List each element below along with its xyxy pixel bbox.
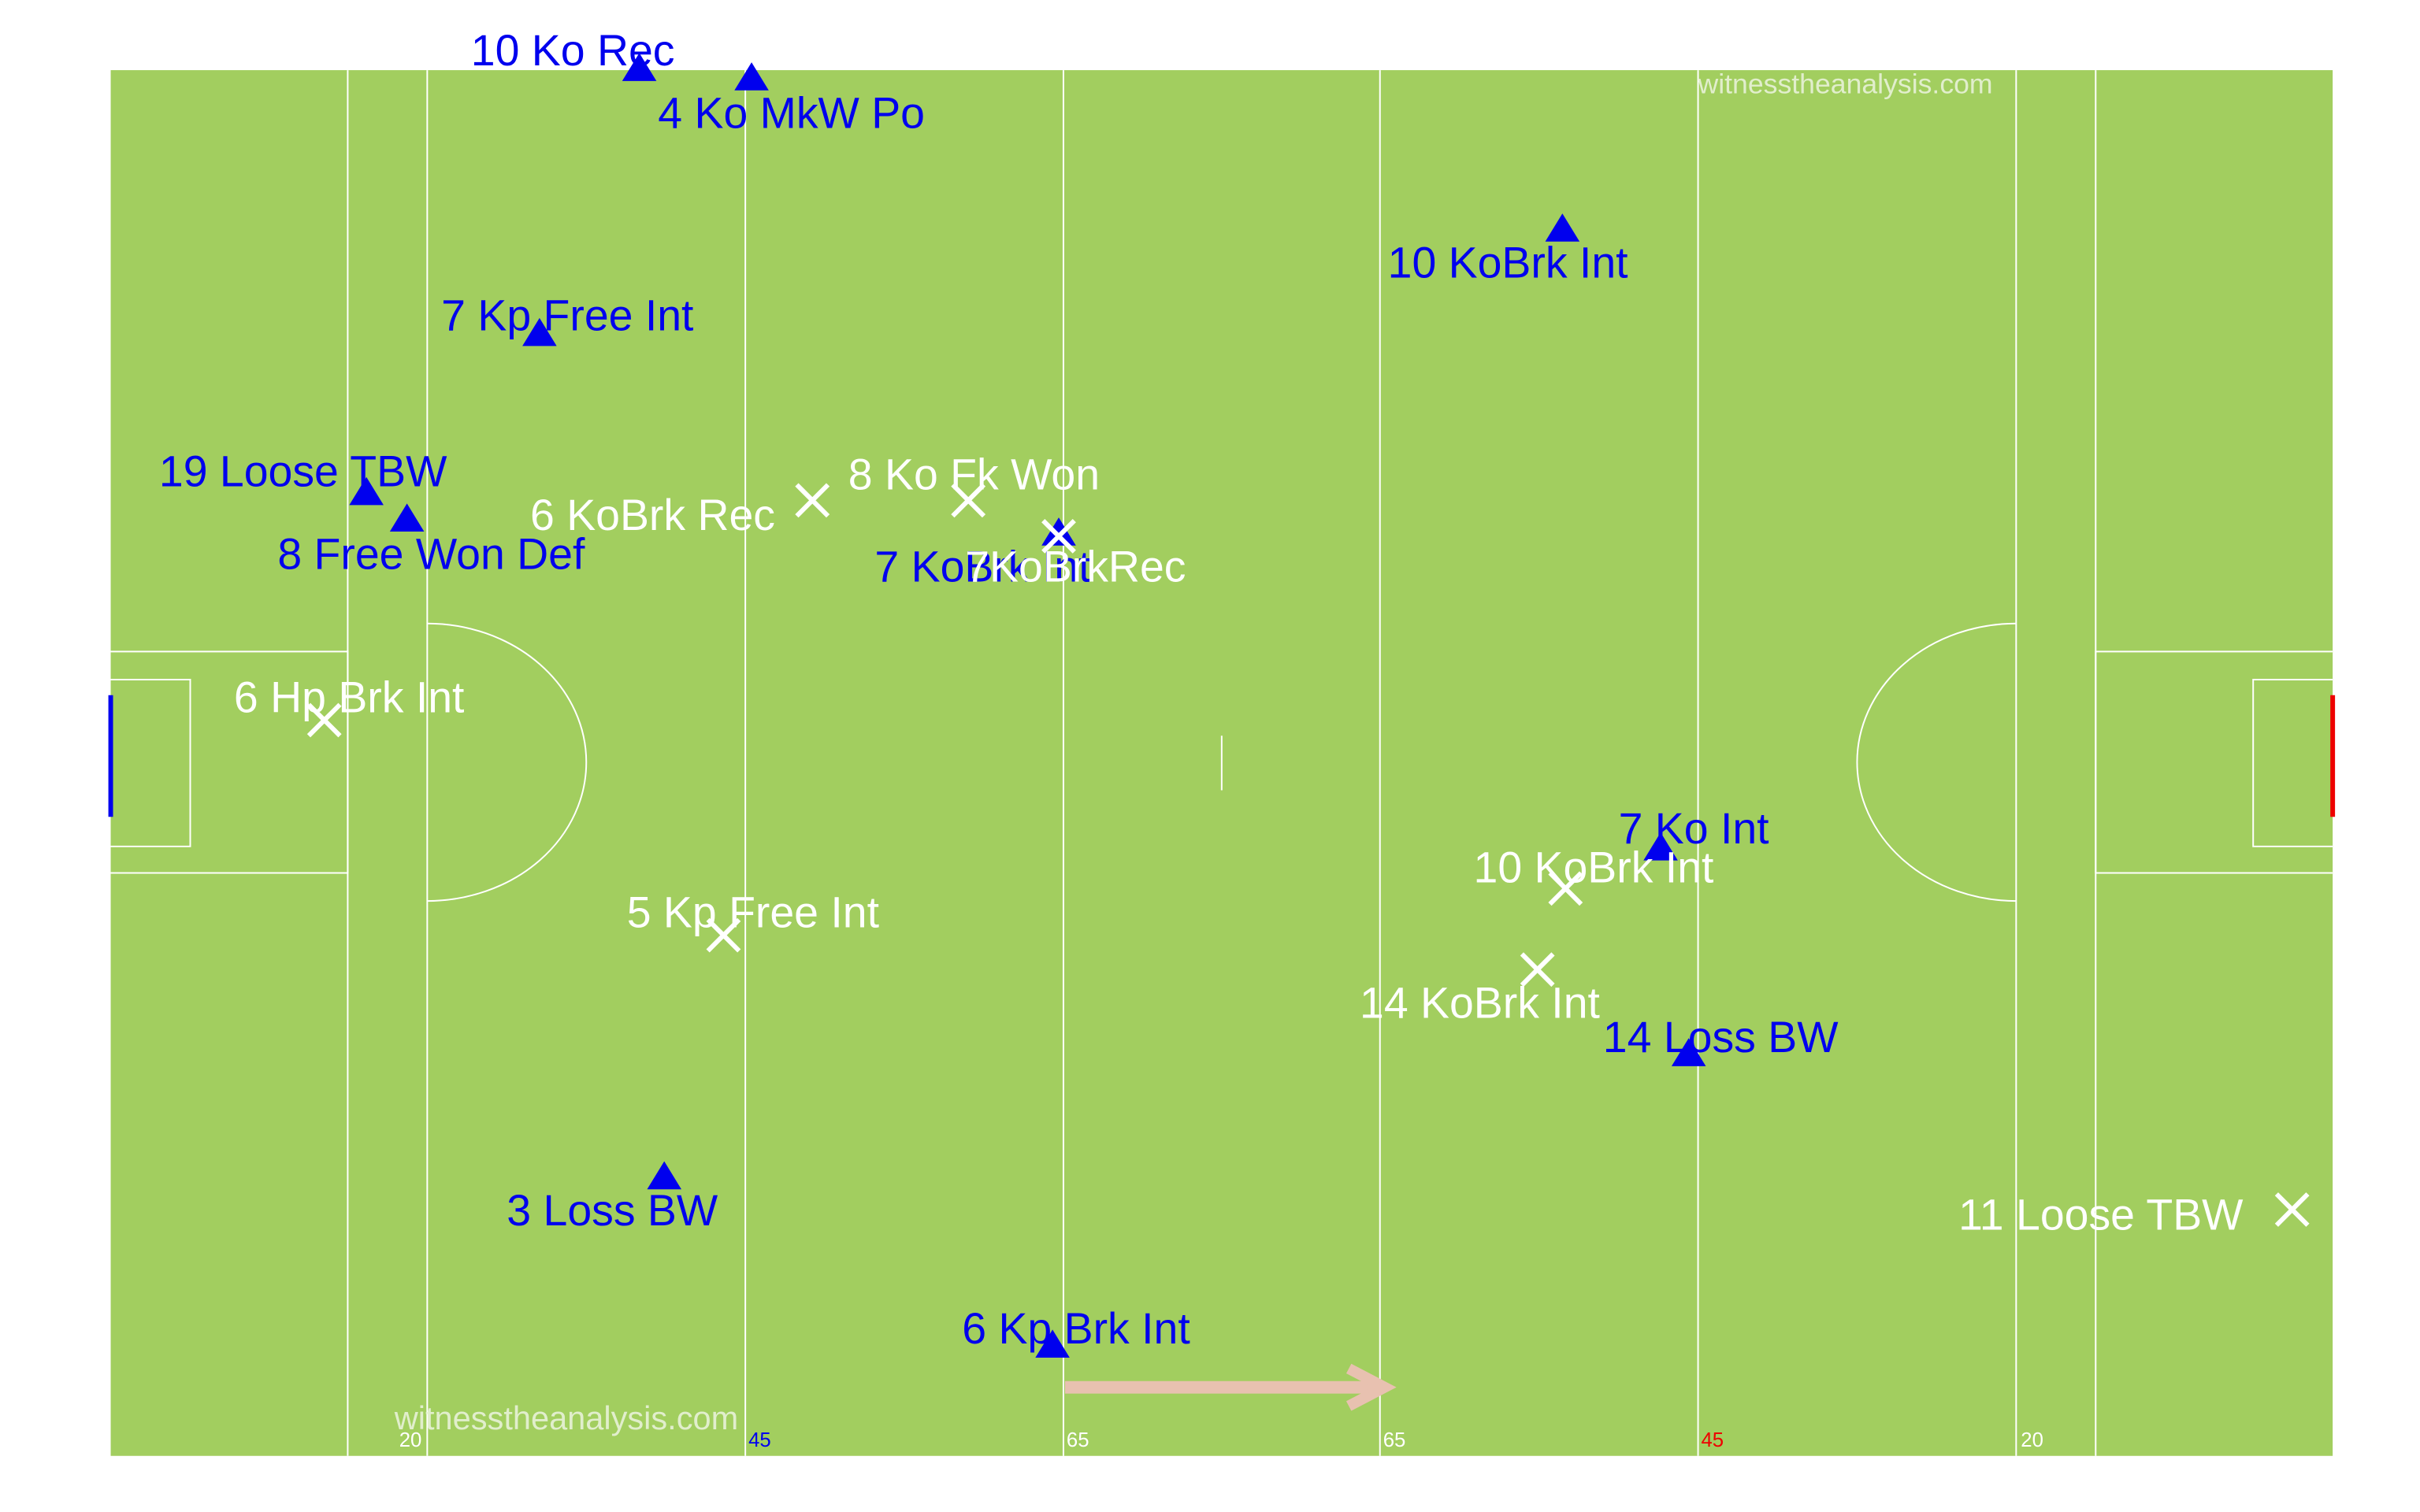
distance-label: 45 [1702, 1429, 1724, 1451]
event-label: 10 KoBrk Int [1474, 843, 1714, 891]
triangle-marker [1671, 1038, 1706, 1066]
event-label: 5 Kp Free Int [627, 888, 879, 937]
distance-label: 65 [1383, 1429, 1406, 1451]
triangle-marker [622, 53, 657, 81]
event-label: 7 Ko Int [1619, 804, 1769, 853]
event-label: 8 Free Won Def [277, 529, 585, 578]
triangle-marker [1545, 213, 1580, 242]
cross-marker [706, 917, 741, 953]
cross-marker [795, 483, 830, 518]
event-label: 3 Loss BW [507, 1186, 718, 1235]
cross-marker [951, 483, 986, 518]
event-label: 7 Kp Free Int [441, 291, 693, 340]
event-label: 14 Loss BW [1603, 1013, 1839, 1062]
triangle-marker [349, 476, 384, 506]
cross-marker [1520, 952, 1555, 988]
distance-label: 20 [2021, 1429, 2043, 1451]
triangle-marker [1041, 517, 1076, 546]
left-large-rectangle [110, 650, 349, 874]
distance-label: 20 [399, 1429, 422, 1451]
left-d-arc [427, 622, 588, 902]
attack-direction-arrow [1064, 1363, 1397, 1411]
event-label: 6 Kp Brk Int [962, 1304, 1190, 1353]
event-label: 19 Loose TBW [159, 447, 447, 496]
triangle-marker [1035, 1329, 1070, 1358]
event-label: 7 KoBrk Int [874, 542, 1090, 591]
right-large-rectangle [2095, 650, 2333, 874]
event-label: 14 KoBrk Int [1360, 979, 1600, 1028]
event-label: 6 KoBrk Rec [530, 491, 775, 539]
cross-marker [1548, 871, 1583, 906]
left-small-rectangle [110, 679, 191, 847]
event-label: 8 Ko Fk Won [848, 450, 1100, 499]
event-label: 11 Loose TBW [1958, 1191, 2244, 1240]
event-label: 7KoBrkRec [965, 542, 1186, 591]
distance-label: 65 [1067, 1429, 1089, 1451]
distance-labels: 20 45 65 65 45 20 [399, 1429, 2043, 1451]
watermark-bottom: witnesstheanalysis.com [394, 1399, 738, 1436]
cross-marker [2274, 1192, 2310, 1227]
event-label: 10 KoBrk Int [1388, 238, 1628, 287]
triangle-marker [734, 62, 769, 91]
triangle-marker [522, 317, 557, 346]
right-d-arc [1856, 622, 2017, 902]
cross-marker [1041, 519, 1076, 554]
event-label: 6 Hp Brk Int [234, 673, 465, 722]
distance-label: 45 [748, 1429, 771, 1451]
pitch-lines [110, 70, 2333, 1456]
event-markers [306, 53, 2310, 1358]
event-labels: 10 Ko Rec 4 Ko MkW Po 7 Kp Free Int 19 L… [159, 26, 2244, 1353]
event-label: 10 Ko Rec [471, 26, 675, 75]
triangle-marker [647, 1161, 681, 1190]
right-small-rectangle [2252, 679, 2333, 847]
cross-marker [306, 702, 342, 738]
event-label: 4 Ko MkW Po [658, 88, 925, 137]
watermark-top: witnesstheanalysis.com [1698, 69, 1993, 100]
triangle-marker [389, 503, 425, 532]
triangle-marker [1643, 832, 1678, 861]
